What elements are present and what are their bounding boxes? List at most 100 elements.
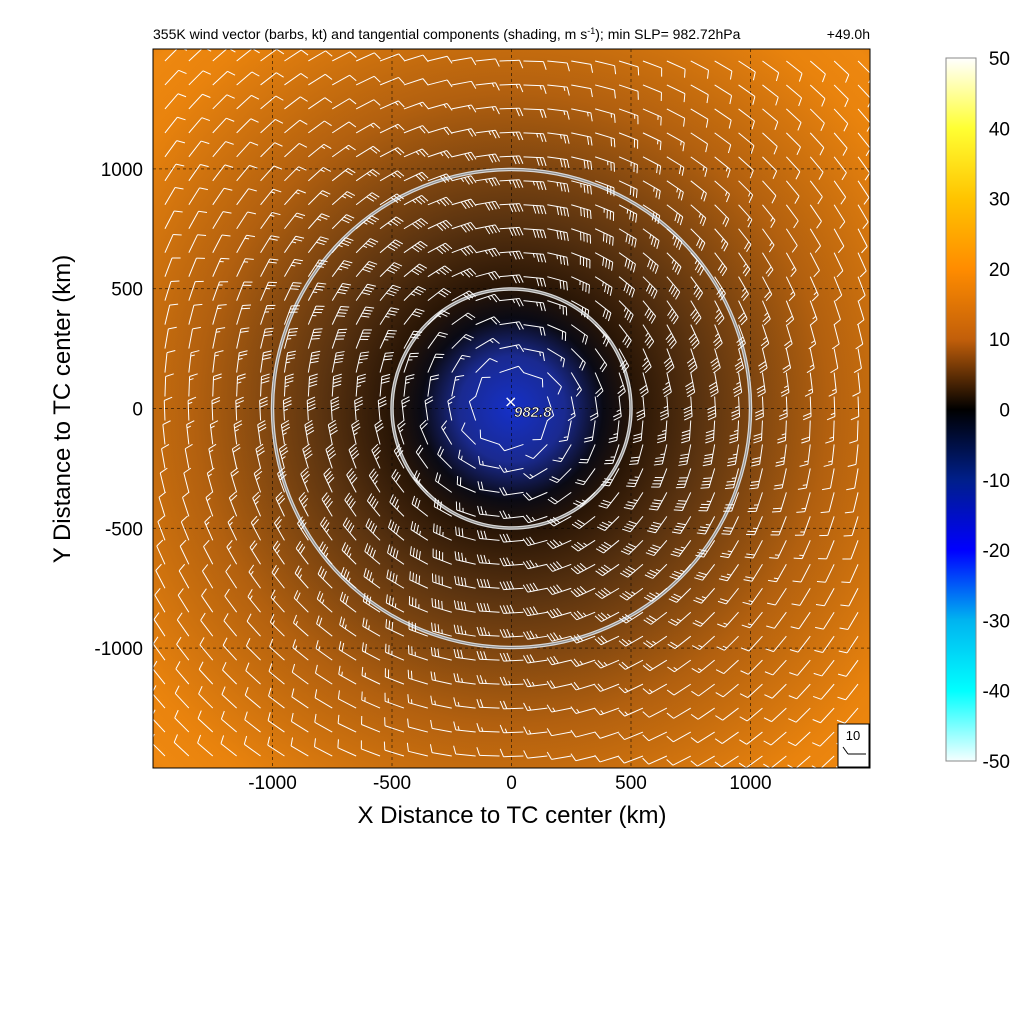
wind-barb xyxy=(317,566,333,589)
wind-barb xyxy=(331,214,355,230)
wind-barb xyxy=(797,468,811,490)
wind-barb xyxy=(188,257,205,277)
wind-barb xyxy=(304,419,315,445)
wind-barb xyxy=(809,60,826,83)
range-circle-inner-1000km xyxy=(272,169,751,648)
wind-barb xyxy=(260,142,283,158)
wind-barb xyxy=(642,683,668,695)
wind-barb xyxy=(476,674,500,685)
wind-barb xyxy=(453,648,476,661)
wind-barb xyxy=(499,59,524,69)
wind-barb xyxy=(499,226,524,237)
wind-barb xyxy=(282,396,292,421)
wind-barb xyxy=(260,49,285,62)
wind-barb xyxy=(736,324,746,350)
wind-barb xyxy=(355,373,367,397)
wind-barb xyxy=(618,228,637,248)
wind-barb xyxy=(355,329,372,349)
wind-barb xyxy=(812,731,835,747)
wind-barb xyxy=(857,108,870,132)
wind-barb xyxy=(284,96,308,110)
wind-barb xyxy=(571,156,593,171)
wind-barb xyxy=(594,204,615,221)
wind-barb xyxy=(499,250,524,260)
wind-barb xyxy=(833,108,849,132)
wind-barb xyxy=(337,714,357,733)
wind-barb xyxy=(220,710,237,733)
wind-barb xyxy=(738,60,756,81)
wind-barb xyxy=(331,351,345,373)
wind-barb xyxy=(331,191,356,206)
wind-barb xyxy=(379,76,405,86)
wind-barb xyxy=(164,93,187,110)
wind-barb xyxy=(175,661,190,685)
wind-barb xyxy=(573,492,596,507)
wind-barb xyxy=(642,108,662,126)
wind-barb xyxy=(499,533,524,543)
wind-barb xyxy=(406,742,428,757)
wind-barb xyxy=(158,491,167,517)
wind-barb xyxy=(284,73,309,86)
wind-barb xyxy=(456,475,476,493)
wind-barb xyxy=(413,470,429,493)
wind-barb xyxy=(339,616,357,637)
wind-barb xyxy=(308,143,332,158)
wind-barb xyxy=(738,156,754,179)
wind-barb xyxy=(756,372,766,397)
wind-barb xyxy=(451,333,474,349)
wind-barb xyxy=(594,252,614,271)
wind-barb xyxy=(499,652,524,662)
wind-barb xyxy=(427,374,440,397)
wind-barb xyxy=(499,155,524,165)
wind-barb xyxy=(804,372,814,397)
wind-barb xyxy=(594,659,620,669)
wind-barb xyxy=(714,731,739,744)
wind-barb xyxy=(849,420,859,444)
wind-barb xyxy=(212,164,234,182)
wind-barb xyxy=(666,156,685,176)
wind-barb xyxy=(451,128,477,137)
wind-barb xyxy=(785,180,800,204)
wind-barb xyxy=(762,228,775,253)
wind-barb xyxy=(552,444,572,463)
wind-barb xyxy=(499,297,524,307)
wind-barb xyxy=(644,563,668,579)
wind-barb xyxy=(430,695,452,709)
wind-barb xyxy=(632,420,644,444)
wind-barb xyxy=(782,348,792,374)
wind-barb xyxy=(188,140,210,158)
wind-barb xyxy=(341,542,357,565)
reference-barb-label: 10 xyxy=(846,728,860,743)
wind-barb xyxy=(379,284,401,301)
wind-barb xyxy=(570,372,582,397)
wind-barb xyxy=(721,516,740,535)
wind-barb xyxy=(499,203,524,213)
wind-barb xyxy=(714,228,729,252)
wind-barb xyxy=(188,163,209,182)
wind-barb xyxy=(678,444,692,466)
wind-barb xyxy=(753,420,763,444)
wind-barb xyxy=(236,350,248,373)
wind-barb xyxy=(618,252,636,273)
wind-barb xyxy=(379,307,400,325)
wind-barb xyxy=(839,611,859,630)
wind-barb xyxy=(475,357,498,373)
wind-barb xyxy=(198,685,214,709)
wind-barb xyxy=(667,659,692,673)
wind-barb xyxy=(410,521,429,541)
wind-barb xyxy=(475,293,501,303)
wind-barb xyxy=(233,420,243,445)
wind-barb xyxy=(200,612,214,637)
wind-barb xyxy=(499,321,524,331)
wind-barb xyxy=(789,659,811,676)
wind-barb xyxy=(157,515,166,541)
wind-barb xyxy=(618,132,639,149)
wind-barb xyxy=(292,614,309,637)
wind-barb xyxy=(809,228,821,253)
wind-barb xyxy=(300,467,310,493)
wind-barb xyxy=(188,93,211,110)
wind-barb xyxy=(187,396,197,421)
wind-barb xyxy=(547,180,570,193)
wind-barb xyxy=(714,276,726,301)
wind-barb xyxy=(843,516,859,537)
